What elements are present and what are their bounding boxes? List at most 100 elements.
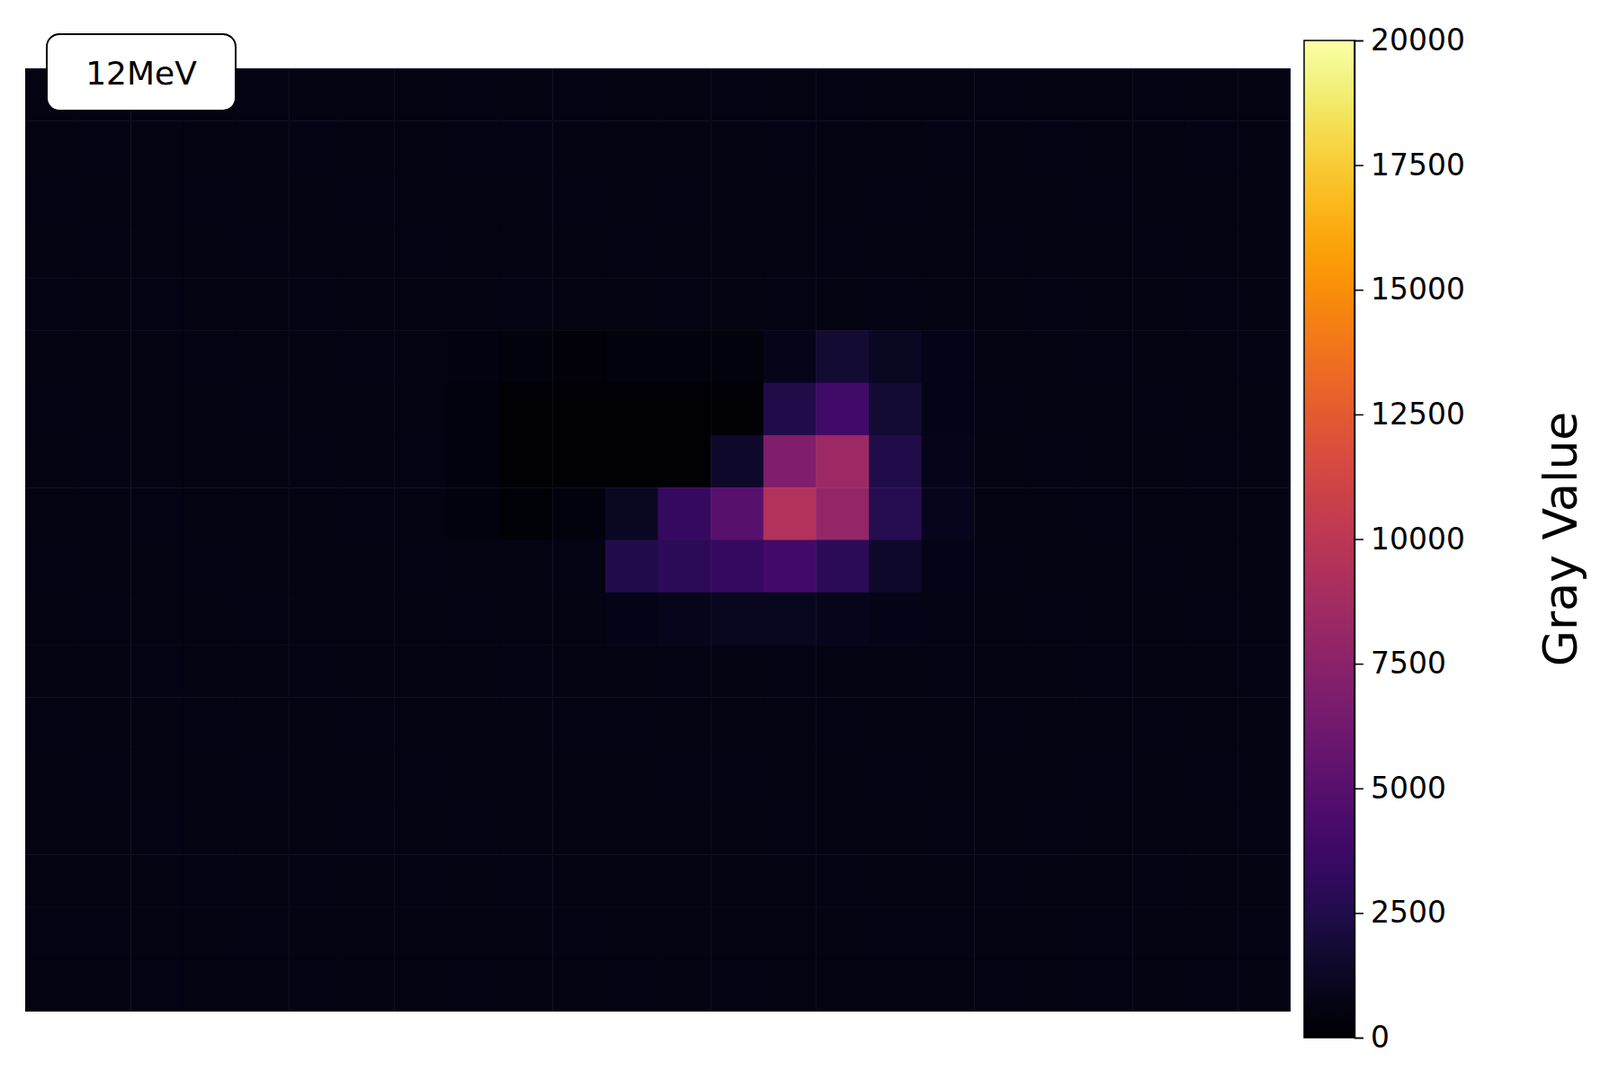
heatmap-cell: [605, 225, 659, 279]
colorbar-axis: 02500500075001000012500150001750020000: [1354, 22, 1466, 1055]
heatmap-cell: [288, 644, 342, 698]
heatmap-cell: [78, 906, 132, 960]
heatmap-cell: [921, 277, 975, 331]
heatmap-cell: [552, 697, 606, 751]
heatmap-cell: [710, 592, 764, 646]
heatmap-cell: [500, 750, 554, 804]
heatmap-cell: [974, 592, 1028, 646]
heatmap-cell: [130, 959, 184, 1012]
heatmap-cell: [1185, 540, 1239, 594]
heatmap-cell: [710, 750, 764, 804]
colorbar-tick: 15000: [1354, 271, 1466, 307]
heatmap-cell: [763, 383, 817, 437]
colorbar-tick-mark: [1354, 414, 1364, 417]
heatmap-cell: [288, 173, 342, 227]
heatmap-cell: [763, 906, 817, 960]
heatmap-cell: [236, 540, 290, 594]
heatmap-cell: [974, 173, 1028, 227]
heatmap-cell: [868, 68, 922, 122]
heatmap-cell: [1080, 592, 1134, 646]
colorbar-tick-label: 10000: [1370, 521, 1466, 557]
heatmap-cell: [130, 802, 184, 856]
heatmap-cell: [446, 120, 501, 174]
heatmap-cell: [763, 225, 817, 279]
heatmap-cell: [25, 435, 79, 489]
heatmap-cell: [1185, 802, 1239, 856]
heatmap-cell: [236, 68, 290, 122]
heatmap-cell: [393, 644, 447, 698]
heatmap-cell: [1132, 540, 1186, 594]
heatmap-cell: [1080, 802, 1134, 856]
heatmap-cell: [1185, 68, 1239, 122]
heatmap-cell: [25, 906, 79, 960]
heatmap-cell: [500, 435, 554, 489]
heatmap-cell: [1237, 540, 1291, 594]
heatmap-cell: [605, 277, 659, 331]
heatmap-cell: [763, 854, 817, 908]
colorbar-tick: 12500: [1354, 396, 1466, 432]
heatmap-cell: [1185, 277, 1239, 331]
heatmap-cell: [500, 854, 554, 908]
heatmap-cell: [236, 750, 290, 804]
heatmap-cell: [341, 383, 395, 437]
heatmap-cell: [815, 225, 869, 279]
heatmap-cell: [710, 435, 764, 489]
heatmap-cell: [446, 854, 501, 908]
colorbar-tick-label: 17500: [1370, 147, 1466, 183]
heatmap-cell: [446, 487, 501, 541]
heatmap-cell: [815, 173, 869, 227]
heatmap-cell: [500, 173, 554, 227]
heatmap-cell: [25, 487, 79, 541]
heatmap-cell: [341, 906, 395, 960]
heatmap-cell: [393, 487, 447, 541]
heatmap-cell: [130, 383, 184, 437]
heatmap-cell: [552, 120, 606, 174]
heatmap-cell: [446, 802, 501, 856]
heatmap-cell: [183, 435, 237, 489]
heatmap-cell: [288, 802, 342, 856]
heatmap-cell: [393, 959, 447, 1012]
heatmap-cell: [710, 120, 764, 174]
heatmap-cell: [183, 697, 237, 751]
heatmap-cell: [341, 277, 395, 331]
heatmap-cell: [921, 802, 975, 856]
heatmap-cell: [236, 173, 290, 227]
heatmap-cell: [710, 487, 764, 541]
heatmap-cell: [1132, 959, 1186, 1012]
heatmap-cell: [183, 330, 237, 384]
heatmap-cell: [658, 644, 712, 698]
heatmap-cell: [236, 383, 290, 437]
annotation: 12MeV: [46, 34, 236, 111]
heatmap-cell: [288, 697, 342, 751]
heatmap-cell: [288, 750, 342, 804]
heatmap-cell: [552, 802, 606, 856]
heatmap-cell: [605, 487, 659, 541]
heatmap-cell: [130, 120, 184, 174]
heatmap-cell: [921, 435, 975, 489]
heatmap-cell: [1080, 906, 1134, 960]
heatmap-cell: [1237, 854, 1291, 908]
heatmap-cell: [552, 173, 606, 227]
heatmap-cell: [1185, 173, 1239, 227]
heatmap-cell: [288, 277, 342, 331]
heatmap-cell: [921, 120, 975, 174]
colorbar-tick-mark: [1354, 912, 1364, 915]
heatmap-cell: [815, 697, 869, 751]
heatmap-cell: [1080, 540, 1134, 594]
heatmap-cell: [815, 959, 869, 1012]
heatmap-cell: [868, 383, 922, 437]
heatmap-cell: [868, 120, 922, 174]
heatmap-cell: [974, 959, 1028, 1012]
heatmap-cell: [288, 906, 342, 960]
heatmap-cell: [25, 854, 79, 908]
heatmap-cell: [25, 802, 79, 856]
heatmap-cell: [1237, 592, 1291, 646]
heatmap-cell: [552, 330, 606, 384]
colorbar-tick-label: 5000: [1370, 770, 1447, 806]
heatmap-cell: [25, 383, 79, 437]
heatmap-cell: [1132, 592, 1186, 646]
heatmap-cell: [446, 906, 501, 960]
heatmap-cell: [183, 854, 237, 908]
heatmap-cell: [1027, 383, 1081, 437]
heatmap-cell: [1027, 173, 1081, 227]
